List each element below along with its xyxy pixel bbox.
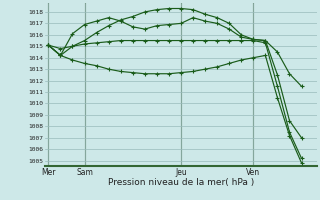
X-axis label: Pression niveau de la mer( hPa ): Pression niveau de la mer( hPa ) [108,178,254,187]
